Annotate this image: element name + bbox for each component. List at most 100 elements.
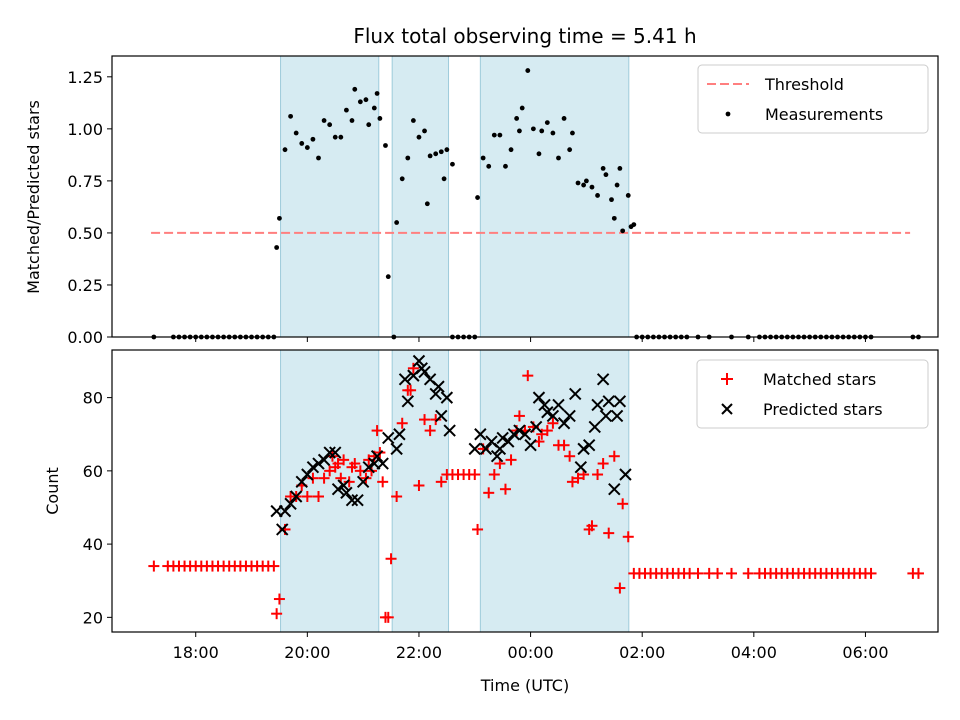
legend-measurements-swatch [725,111,731,117]
predicted-star-stroke-b [552,398,565,412]
matched-star-point-22 [273,593,285,605]
predicted-star-stroke-b [423,373,437,386]
measurement-point-43 [508,147,514,153]
predicted-star-stroke-b [412,354,426,368]
measurement-point-8 [316,155,321,161]
predicted-star-point-55 [557,417,571,430]
matched-star-point-36 [338,454,350,466]
predicted-star-point-47 [518,428,532,441]
predicted-star-stroke-b [613,395,627,408]
predicted-star-point-23 [390,442,403,456]
predicted-star-stroke-b [602,395,615,408]
predicted-star-point-52 [541,406,554,419]
matched-star-point-69 [483,487,495,499]
predicted-star-point-34 [435,409,448,423]
predicted-star-stroke-b [440,391,454,404]
matched-star-point-34 [332,458,344,470]
x-tick-label-1: 20:00 [284,643,330,662]
measurement-point-29 [422,128,427,134]
predicted-star-point-63 [596,373,610,386]
predicted-star-point-65 [602,395,615,408]
bottom-y-tick-label-0: 20 [83,608,103,627]
predicted-star-stroke-b [529,420,543,434]
measurement-point-52 [550,130,556,136]
matched-star-point-28 [307,472,319,484]
measurement-point-59 [583,178,589,184]
bottom-shade-2 [479,349,630,633]
predicted-star-point-38 [474,428,487,441]
legend-predicted-label: Predicted stars [763,400,883,419]
measurement-point-62 [600,166,606,171]
predicted-star-stroke-b [518,428,532,441]
measurement-point-34 [441,176,447,182]
matched-star-point-37 [343,476,355,488]
matched-star-point-0 [148,560,160,572]
predicted-star-point-32 [429,387,442,401]
predicted-star-stroke-b [351,493,364,507]
measurement-point-17 [363,97,369,103]
predicted-star-stroke-b [557,417,571,430]
predicted-star-stroke-b [331,482,345,496]
predicted-star-point-54 [552,398,565,412]
predicted-star-point-16 [351,493,364,507]
predicted-star-point-46 [513,424,526,437]
predicted-star-point-64 [599,409,613,423]
measurement-point-66 [614,182,620,188]
top-legend-box [697,64,929,134]
predicted-star-point-53 [546,409,560,423]
measurement-point-38 [480,155,486,161]
predicted-star-stroke-b [496,431,509,445]
predicted-star-point-20 [370,450,384,463]
chart-title: Flux total observing time = 5.41 h [353,24,696,48]
matched-star-point-60 [435,476,447,488]
matched-star-point-67 [472,523,484,535]
matched-star-point-77 [522,370,534,382]
measurement-point-2 [282,147,288,153]
measurement-point-11 [332,134,338,140]
bottom-shade-1 [391,349,450,633]
measurement-point-35 [444,147,450,153]
measurement-point-27 [410,118,416,123]
predicted-star-point-1 [276,523,289,536]
measurement-point-71 [631,222,637,228]
measurement-point-28 [416,134,422,140]
predicted-star-stroke-b [507,428,521,441]
predicted-star-point-67 [610,409,624,423]
predicted-star-point-68 [613,395,627,408]
predicted-star-stroke-b [563,409,576,423]
measurement-point-7 [310,136,316,142]
matched-star-point-52 [396,417,408,429]
predicted-star-stroke-b [337,479,350,492]
predicted-star-stroke-b [435,409,448,423]
predicted-star-point-14 [340,486,353,500]
legend-matched-label: Matched stars [763,370,876,389]
measurement-point-51 [544,120,550,126]
matched-star-point-134 [865,567,877,579]
predicted-star-point-36 [443,424,456,437]
matched-stars-points [148,362,924,623]
matched-star-point-54 [405,384,417,396]
predicted-star-stroke-b [619,468,632,481]
predicted-star-point-62 [591,398,604,412]
measurement-point-44 [514,116,520,121]
predicted-star-stroke-b [582,439,596,452]
measurement-point-19 [371,105,377,111]
predicted-star-point-51 [538,398,551,412]
predicted-star-point-50 [532,391,546,404]
top-y-tick-label-4: 1.00 [67,120,103,139]
matched-star-point-113 [742,567,754,579]
measurement-point-5 [299,141,305,146]
measurement-points [151,68,921,340]
predicted-star-point-45 [507,428,521,441]
bottom-legend: Matched stars Predicted stars [696,359,929,429]
predicted-star-point-39 [479,442,493,456]
matched-star-point-55 [407,362,419,374]
predicted-star-point-24 [393,428,406,441]
predicted-star-stroke-b [524,439,537,452]
matched-star-point-30 [318,472,330,484]
top-plot-frame [111,55,939,338]
top-x-ticks [195,337,866,342]
measurement-point-1 [277,215,282,221]
matched-star-point-70 [488,469,500,481]
predicted-star-point-3 [284,497,297,511]
